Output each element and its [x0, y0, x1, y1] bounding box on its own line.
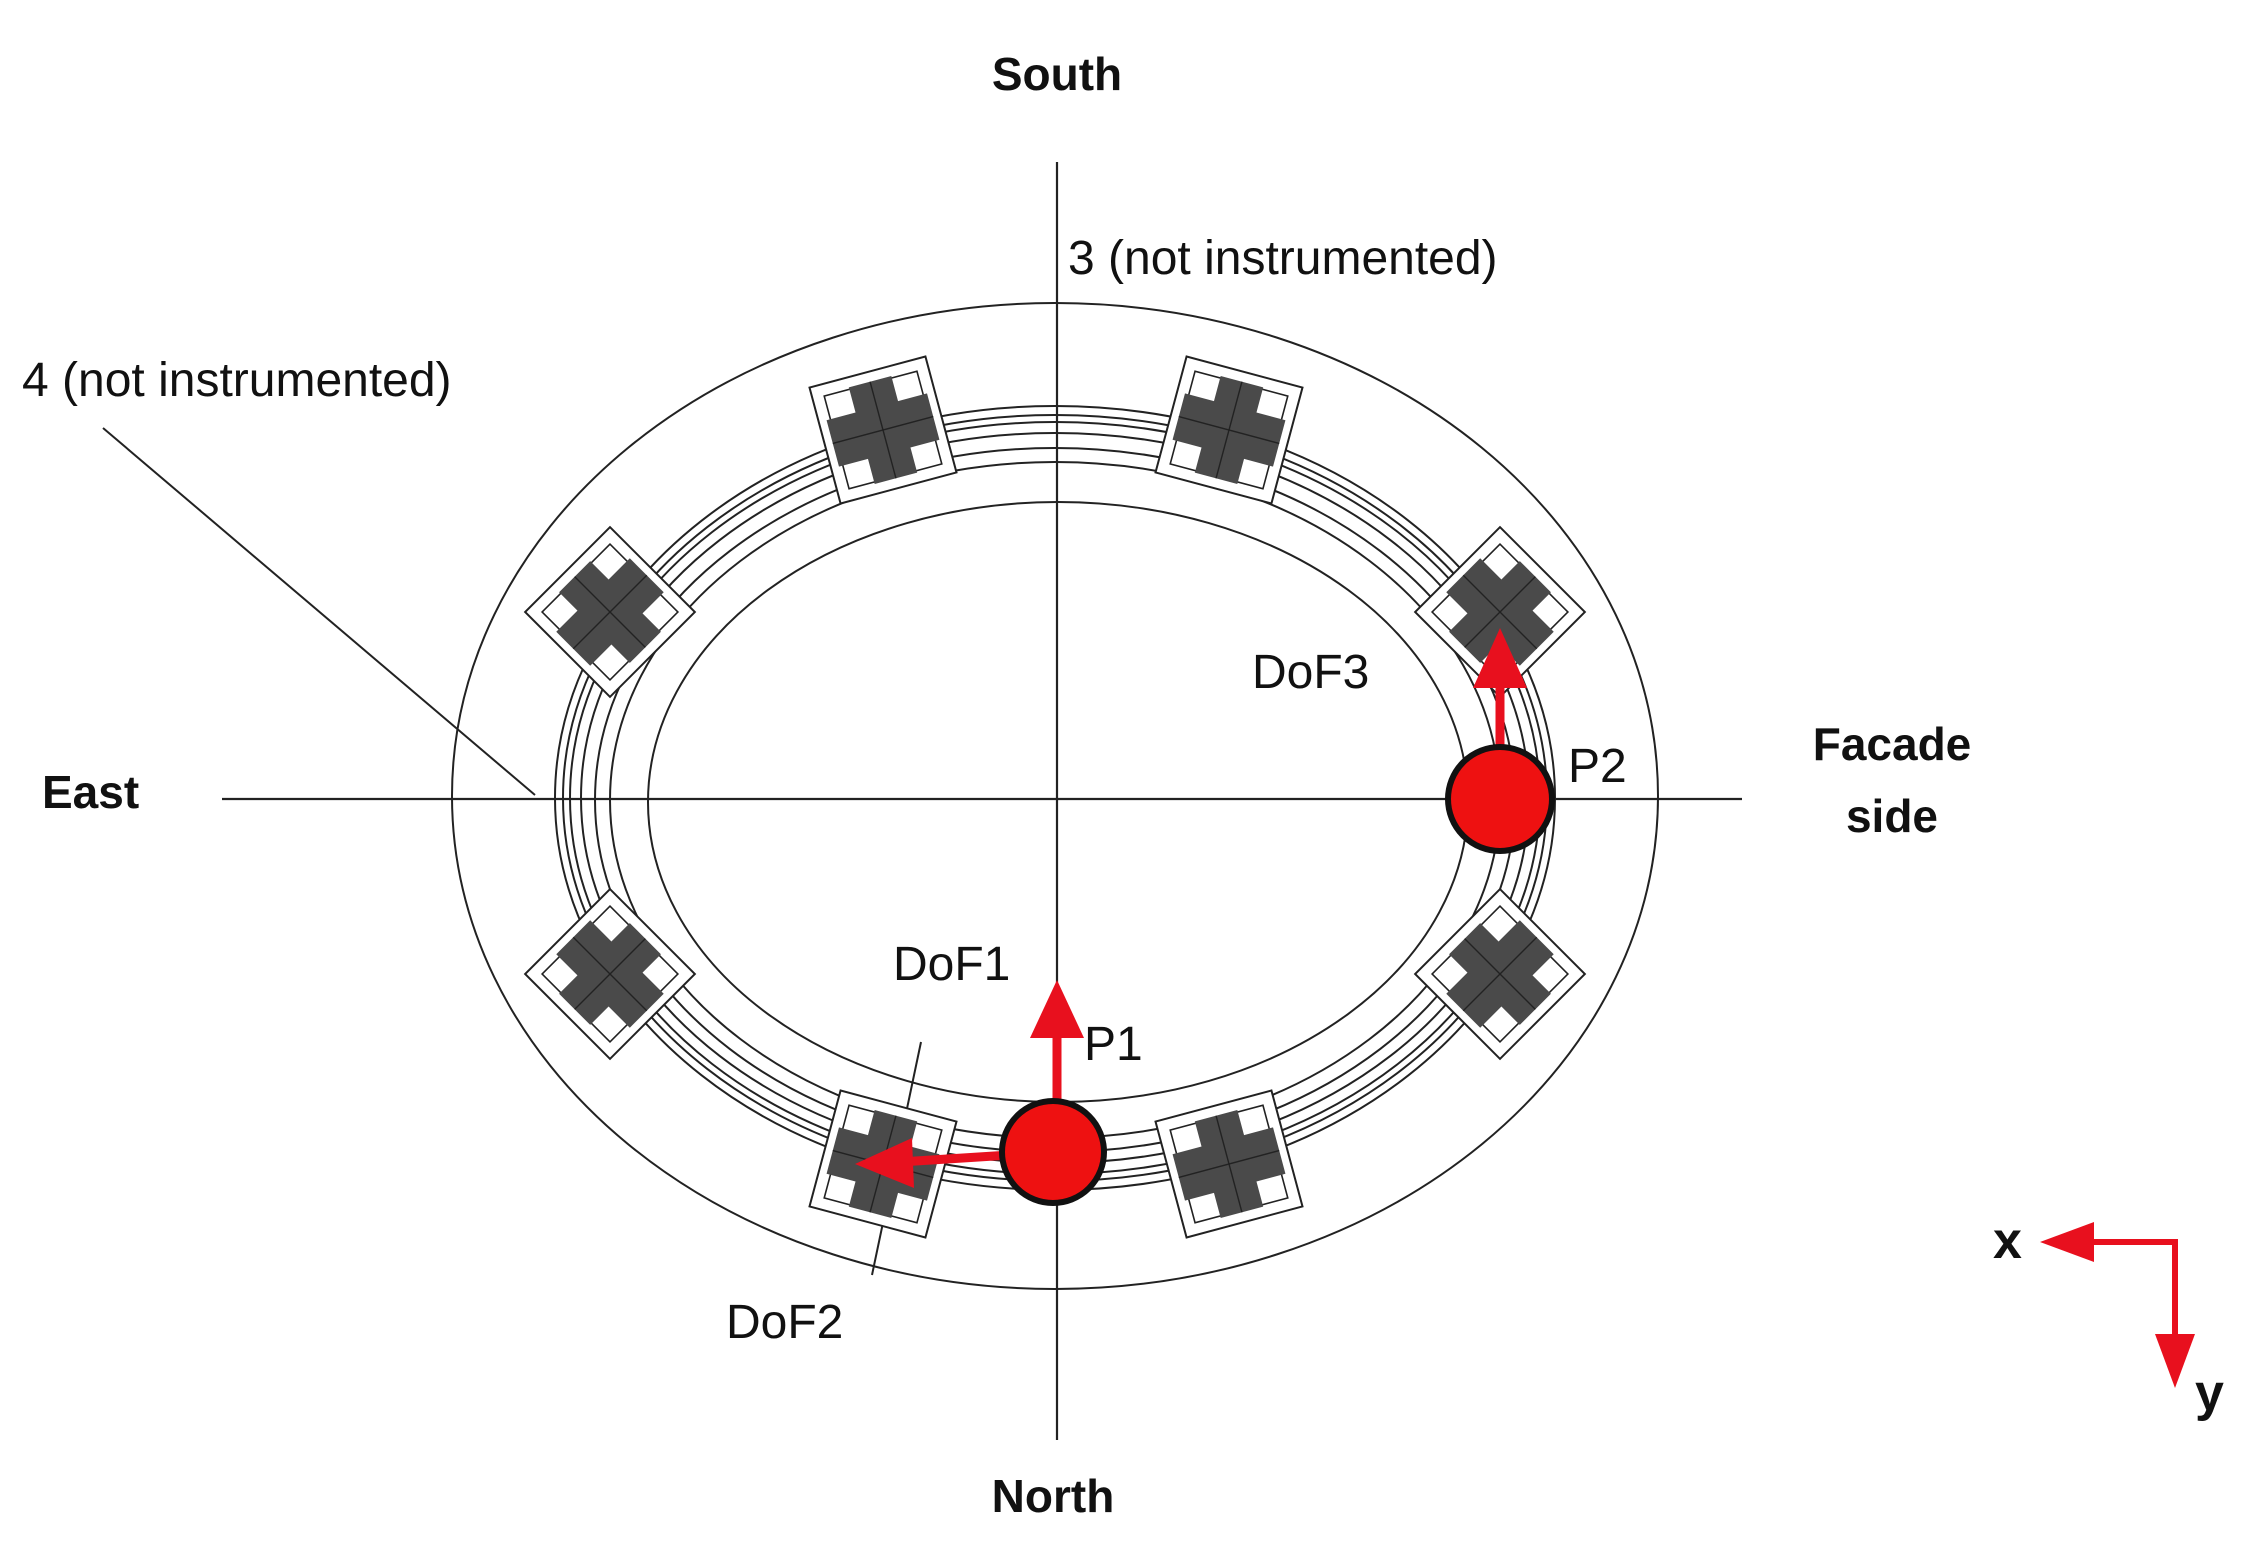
bearing-block: [808, 355, 958, 505]
bearing-block: [1154, 1089, 1304, 1239]
bearing-block: [1154, 355, 1304, 505]
leader-line-4: [102, 427, 536, 796]
label-east: East: [42, 766, 139, 818]
sensor-p2-dot: [1445, 744, 1555, 854]
sensor-p1: [855, 980, 1107, 1206]
sensor-p1-dot: [999, 1098, 1107, 1206]
legend-y-label: y: [2195, 1364, 2224, 1422]
bearing-block: [523, 525, 697, 699]
sensor-p2: [1445, 628, 1555, 854]
label-not-instrumented-3: 3 (not instrumented): [1068, 232, 1498, 285]
label-p1: P1: [1084, 1018, 1143, 1071]
bearing-block: [523, 887, 697, 1061]
outer-ring: [451, 302, 1659, 1290]
label-not-instrumented-4: 4 (not instrumented): [22, 354, 452, 407]
label-dof1: DoF1: [893, 938, 1010, 991]
label-facade-side: side: [1846, 790, 1938, 842]
legend-x-label: x: [1993, 1212, 2022, 1270]
label-north: North: [992, 1470, 1115, 1522]
label-dof3: DoF3: [1252, 646, 1369, 699]
bearing-block: [1413, 887, 1587, 1061]
label-dof2: DoF2: [726, 1296, 843, 1349]
label-facade: Facade: [1813, 718, 1972, 770]
label-p2: P2: [1568, 740, 1627, 793]
label-south: South: [992, 48, 1122, 100]
coordinate-legend: x y: [1993, 1212, 2224, 1422]
bearing-block: [1413, 525, 1587, 699]
